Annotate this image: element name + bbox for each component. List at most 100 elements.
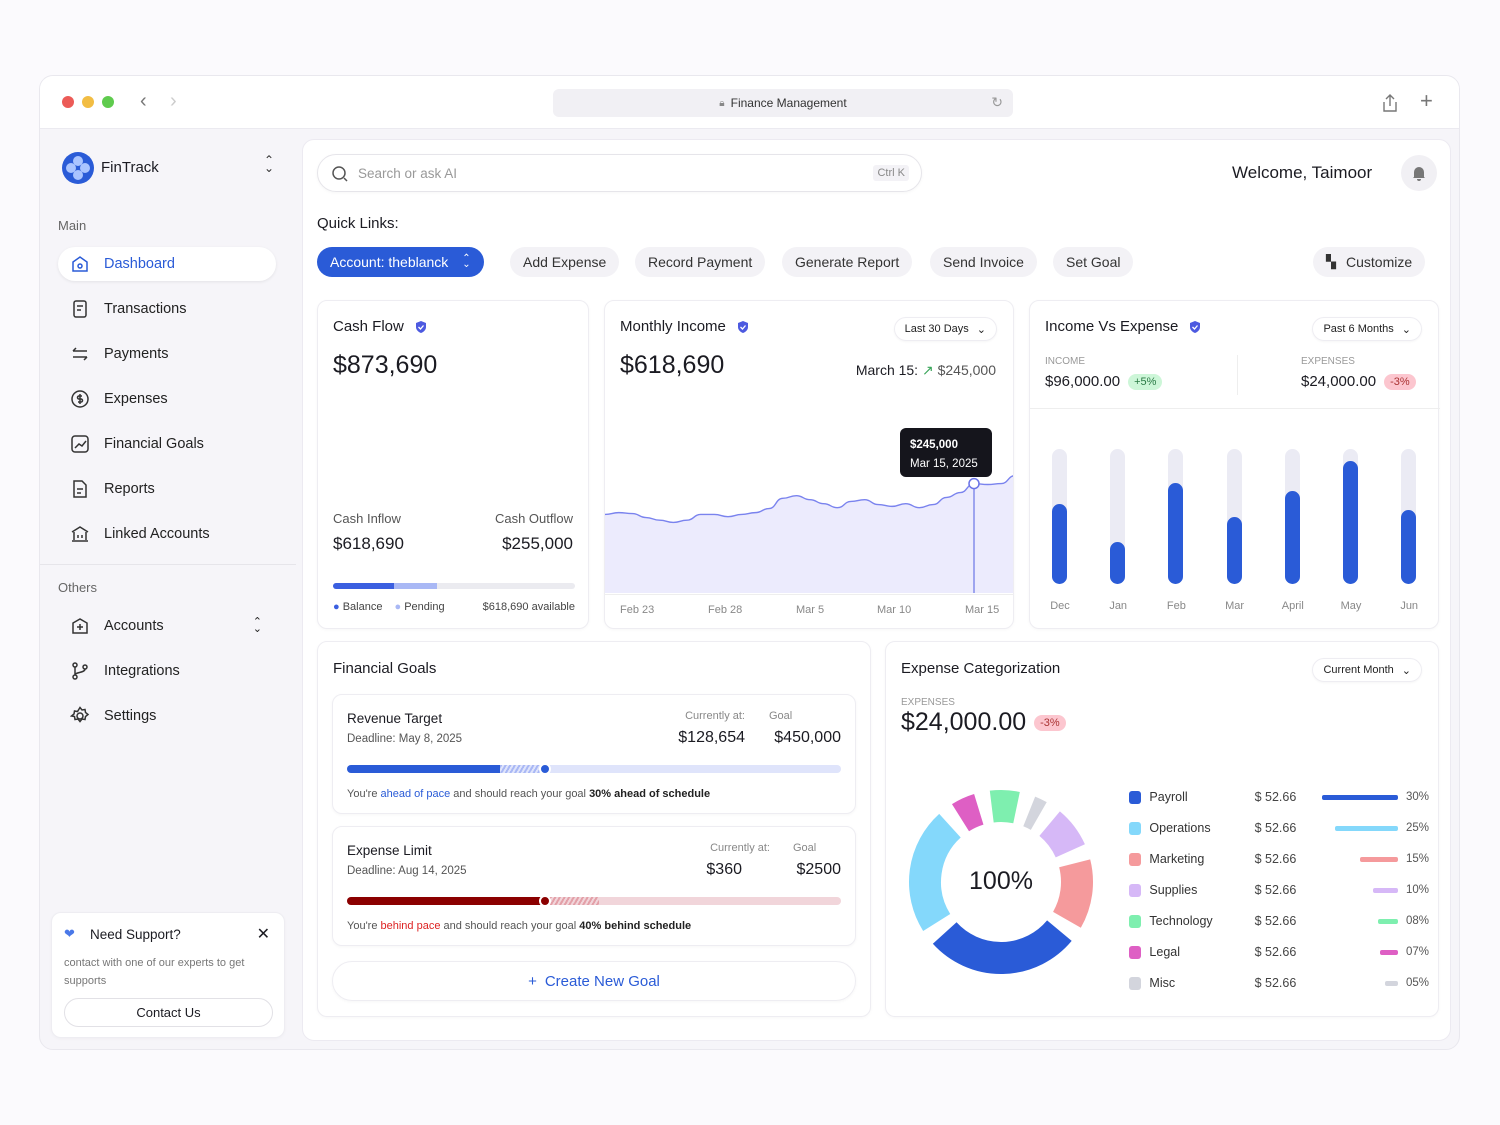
expense-donut-chart[interactable]	[901, 782, 1101, 982]
sidebar-item-payments[interactable]: Payments	[58, 337, 276, 371]
new-tab-icon[interactable]: +	[1420, 88, 1433, 113]
progress-handle[interactable]	[538, 763, 551, 775]
forward-icon[interactable]: ›	[170, 90, 177, 112]
reload-icon[interactable]: ↻	[991, 94, 1003, 110]
customize-button[interactable]: ▚ Customize	[1313, 247, 1426, 277]
goal-chart-icon	[71, 435, 89, 453]
divider	[1030, 408, 1440, 409]
search-placeholder: Search or ask AI	[358, 166, 458, 181]
expenses-value: $24,000.00	[1301, 373, 1377, 390]
expenses-change-badge: -3%	[1384, 373, 1416, 390]
bar-april	[1284, 490, 1300, 584]
income-line	[605, 475, 1013, 524]
create-goal-button[interactable]: + Create New Goal	[332, 961, 856, 1001]
sidebar-item-financial-goals[interactable]: Financial Goals	[58, 427, 276, 461]
generate-report-button[interactable]: Generate Report	[782, 247, 913, 277]
set-goal-button[interactable]: Set Goal	[1053, 247, 1134, 277]
sidebar-item-expenses[interactable]: Expenses	[58, 382, 276, 416]
donut-slice-misc	[1023, 796, 1047, 831]
range-dropdown[interactable]: Past 6 Months ⌄	[1312, 317, 1422, 341]
send-invoice-button[interactable]: Send Invoice	[930, 247, 1037, 277]
goal-item[interactable]: Revenue Target Deadline: May 8, 2025 Cur…	[332, 694, 856, 814]
legend-amount: $ 52.66	[1254, 852, 1297, 866]
legend-amount: $ 52.66	[1254, 914, 1297, 928]
range-dropdown[interactable]: Last 30 Days ⌄	[893, 317, 997, 341]
bank-icon	[71, 526, 89, 542]
account-selector[interactable]: Account: theblanck ⌃ ⌄	[317, 247, 484, 277]
goal-item[interactable]: Expense Limit Deadline: Aug 14, 2025 Cur…	[332, 826, 856, 946]
sidebar-item-integrations[interactable]: Integrations	[58, 654, 276, 688]
bar-track[interactable]	[1226, 449, 1242, 584]
x-tick-label: Mar 15	[965, 604, 1000, 616]
maximize-window-button[interactable]	[102, 96, 114, 108]
legend-swatch	[1129, 914, 1142, 928]
goal-progress-bar	[347, 763, 841, 775]
goal-message: You're ahead of pace and should reach yo…	[347, 788, 711, 800]
workspace-switcher[interactable]: ⌃ ⌄	[264, 153, 275, 175]
support-card: ❤︎ Need Support? ✕ contact with one of o…	[51, 912, 285, 1038]
sidebar-item-reports[interactable]: Reports	[58, 472, 276, 506]
bar-jun	[1401, 509, 1417, 584]
income-area-fill	[605, 475, 1013, 593]
sidebar-item-label: Dashboard	[104, 256, 175, 272]
verified-shield-icon	[737, 320, 748, 333]
record-payment-button[interactable]: Record Payment	[635, 247, 766, 277]
minimize-window-button[interactable]	[82, 96, 94, 108]
notification-button[interactable]	[1401, 155, 1437, 191]
contact-us-button[interactable]: Contact Us	[64, 998, 273, 1027]
browser-window: ‹ › 🔒︎ Finance Management ↻ + FinTrack ⌃…	[39, 75, 1460, 1050]
add-expense-button[interactable]: Add Expense	[510, 247, 620, 277]
projected-fill	[544, 897, 599, 905]
sidebar-item-label: Accounts	[104, 618, 164, 634]
close-icon[interactable]: ✕	[256, 926, 270, 943]
sidebar-item-accounts[interactable]: Accounts ⌃ ⌄	[58, 609, 276, 643]
projected-fill	[500, 765, 545, 773]
home-icon	[72, 256, 88, 272]
sidebar-item-transactions[interactable]: Transactions	[58, 292, 276, 326]
welcome-text: Welcome, Taimoor	[1232, 163, 1373, 182]
goal-message: You're behind pace and should reach your…	[347, 920, 692, 932]
legend-balance: ● Balance	[333, 601, 383, 613]
bar-label: Mar	[1225, 600, 1245, 612]
bar-label: Jan	[1109, 600, 1128, 612]
sidebar-item-settings[interactable]: Settings	[58, 699, 276, 733]
legend-pct: 10%	[1405, 884, 1429, 896]
income-area-chart[interactable]	[605, 401, 1014, 595]
sidebar-item-label: Expenses	[104, 391, 168, 407]
share-icon[interactable]	[1382, 93, 1398, 113]
support-icon: ❤︎	[64, 926, 75, 941]
card-title: Cash Flow	[333, 318, 404, 335]
legend-swatch	[1129, 945, 1142, 959]
bar-track[interactable]	[1110, 449, 1126, 584]
search-icon	[332, 166, 348, 182]
bar-track[interactable]	[1168, 449, 1184, 584]
balance-bar	[333, 583, 575, 589]
legend-pending: ● Pending	[394, 601, 445, 613]
legend-swatch	[1129, 852, 1142, 866]
search-input[interactable]: Search or ask AI Ctrl K	[317, 154, 922, 192]
range-dropdown[interactable]: Current Month ⌄	[1312, 658, 1422, 682]
close-window-button[interactable]	[62, 96, 74, 108]
bar-track[interactable]	[1343, 449, 1358, 584]
legend-amount: $ 52.66	[1254, 883, 1297, 897]
shortcut-hint: Ctrl K	[873, 165, 909, 181]
sidebar-item-dashboard[interactable]: Dashboard	[58, 247, 276, 281]
bar-jan	[1110, 542, 1126, 584]
legend-amount: $ 52.66	[1254, 945, 1297, 959]
outflow-value: $255,000	[502, 534, 573, 553]
bar-track[interactable]	[1052, 449, 1067, 584]
back-icon[interactable]: ‹	[140, 90, 147, 112]
expenses-change-badge: -3%	[1034, 714, 1066, 731]
progress-handle[interactable]	[538, 895, 551, 907]
bar-track[interactable]	[1401, 449, 1417, 584]
bar-track[interactable]	[1284, 449, 1300, 584]
verified-shield-icon	[1190, 320, 1201, 333]
legend-row-operations: Operations $ 52.66 25%	[1129, 818, 1429, 838]
hover-point	[968, 477, 980, 490]
legend-swatch	[1129, 976, 1142, 990]
dollar-circle-icon	[71, 390, 89, 408]
integrations-icon	[72, 662, 88, 680]
x-tick-label: Mar 10	[877, 604, 912, 616]
address-bar[interactable]: 🔒︎ Finance Management ↻	[553, 89, 1013, 117]
sidebar-item-linked-accounts[interactable]: Linked Accounts	[58, 517, 276, 551]
